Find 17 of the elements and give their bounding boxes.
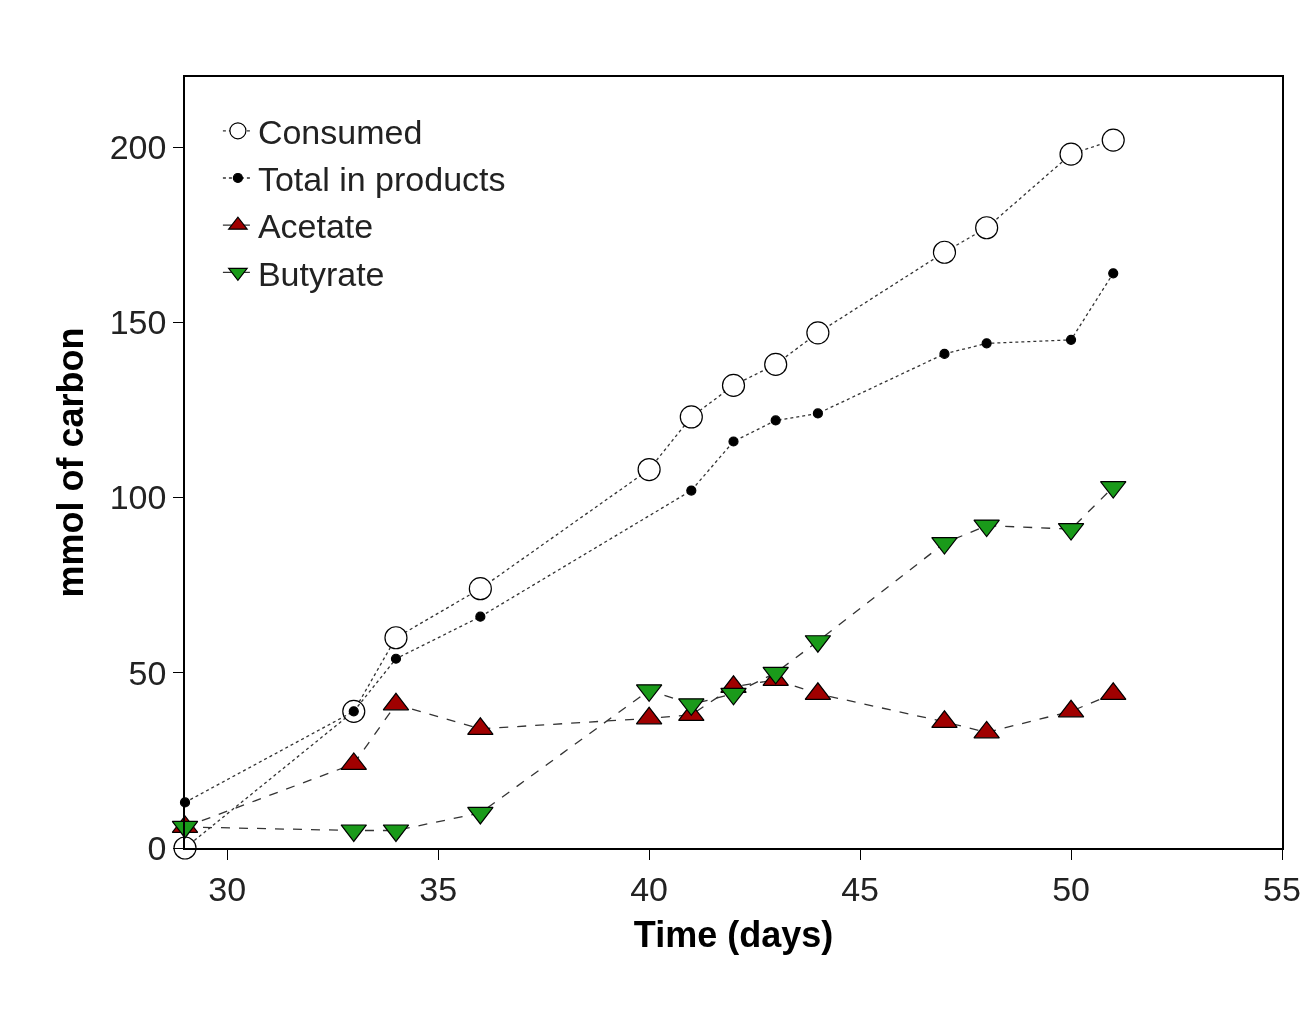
x-axis-title: Time (days) [633, 913, 834, 955]
y-axis-title: mmol of carbon [50, 327, 92, 598]
y-tick-label: 100 [109, 478, 167, 517]
legend-label: Butyrate [257, 254, 385, 293]
y-tick-label: 0 [147, 828, 167, 867]
legend-label: Total in products [257, 160, 506, 199]
y-tick-label: 200 [109, 128, 167, 167]
x-tick-label: 50 [1052, 869, 1090, 908]
x-tick-label: 35 [419, 869, 458, 908]
legend-label: Consumed [257, 113, 423, 152]
x-tick-label: 55 [1263, 869, 1301, 908]
y-tick-label: 150 [109, 303, 167, 342]
x-tick-label: 40 [630, 869, 669, 908]
legend-label: Acetate [257, 207, 374, 246]
y-tick-label: 50 [128, 653, 167, 692]
x-tick-label: 30 [208, 869, 247, 908]
x-tick-label: 45 [841, 869, 879, 908]
